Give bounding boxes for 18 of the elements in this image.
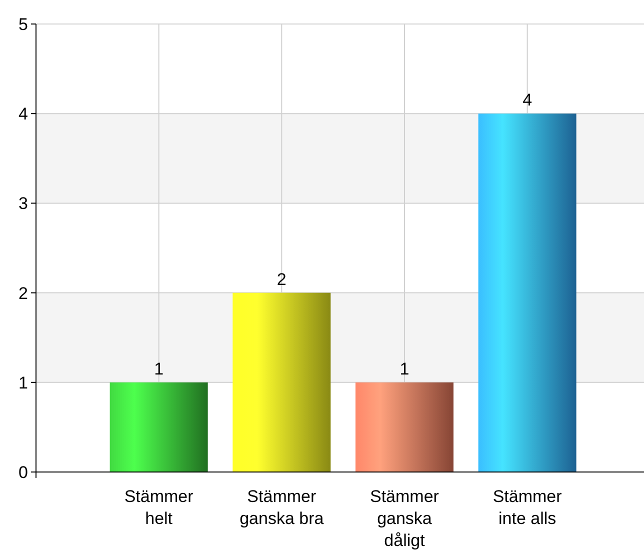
x-tick-label: Stämmer inte alls — [492, 487, 562, 528]
x-tick-label: Stämmer ganska bra — [240, 487, 324, 528]
data-label: 1 — [400, 359, 410, 378]
x-tick-label: Stämmer ganska dåligt — [370, 487, 440, 550]
data-label: 2 — [276, 270, 286, 289]
x-tick-label: Stämmer helt — [124, 487, 194, 528]
data-label: 4 — [522, 90, 532, 110]
y-tick-label: 2 — [18, 284, 28, 303]
bar — [478, 114, 576, 472]
data-label: 1 — [154, 359, 164, 378]
bar — [355, 382, 454, 472]
y-tick-label: 4 — [18, 104, 28, 124]
y-tick-label: 3 — [18, 194, 28, 214]
bar — [110, 382, 208, 472]
y-tick-label: 5 — [18, 14, 28, 34]
y-tick-label: 0 — [18, 462, 28, 482]
bar — [232, 292, 331, 472]
y-tick-label: 1 — [18, 373, 28, 392]
